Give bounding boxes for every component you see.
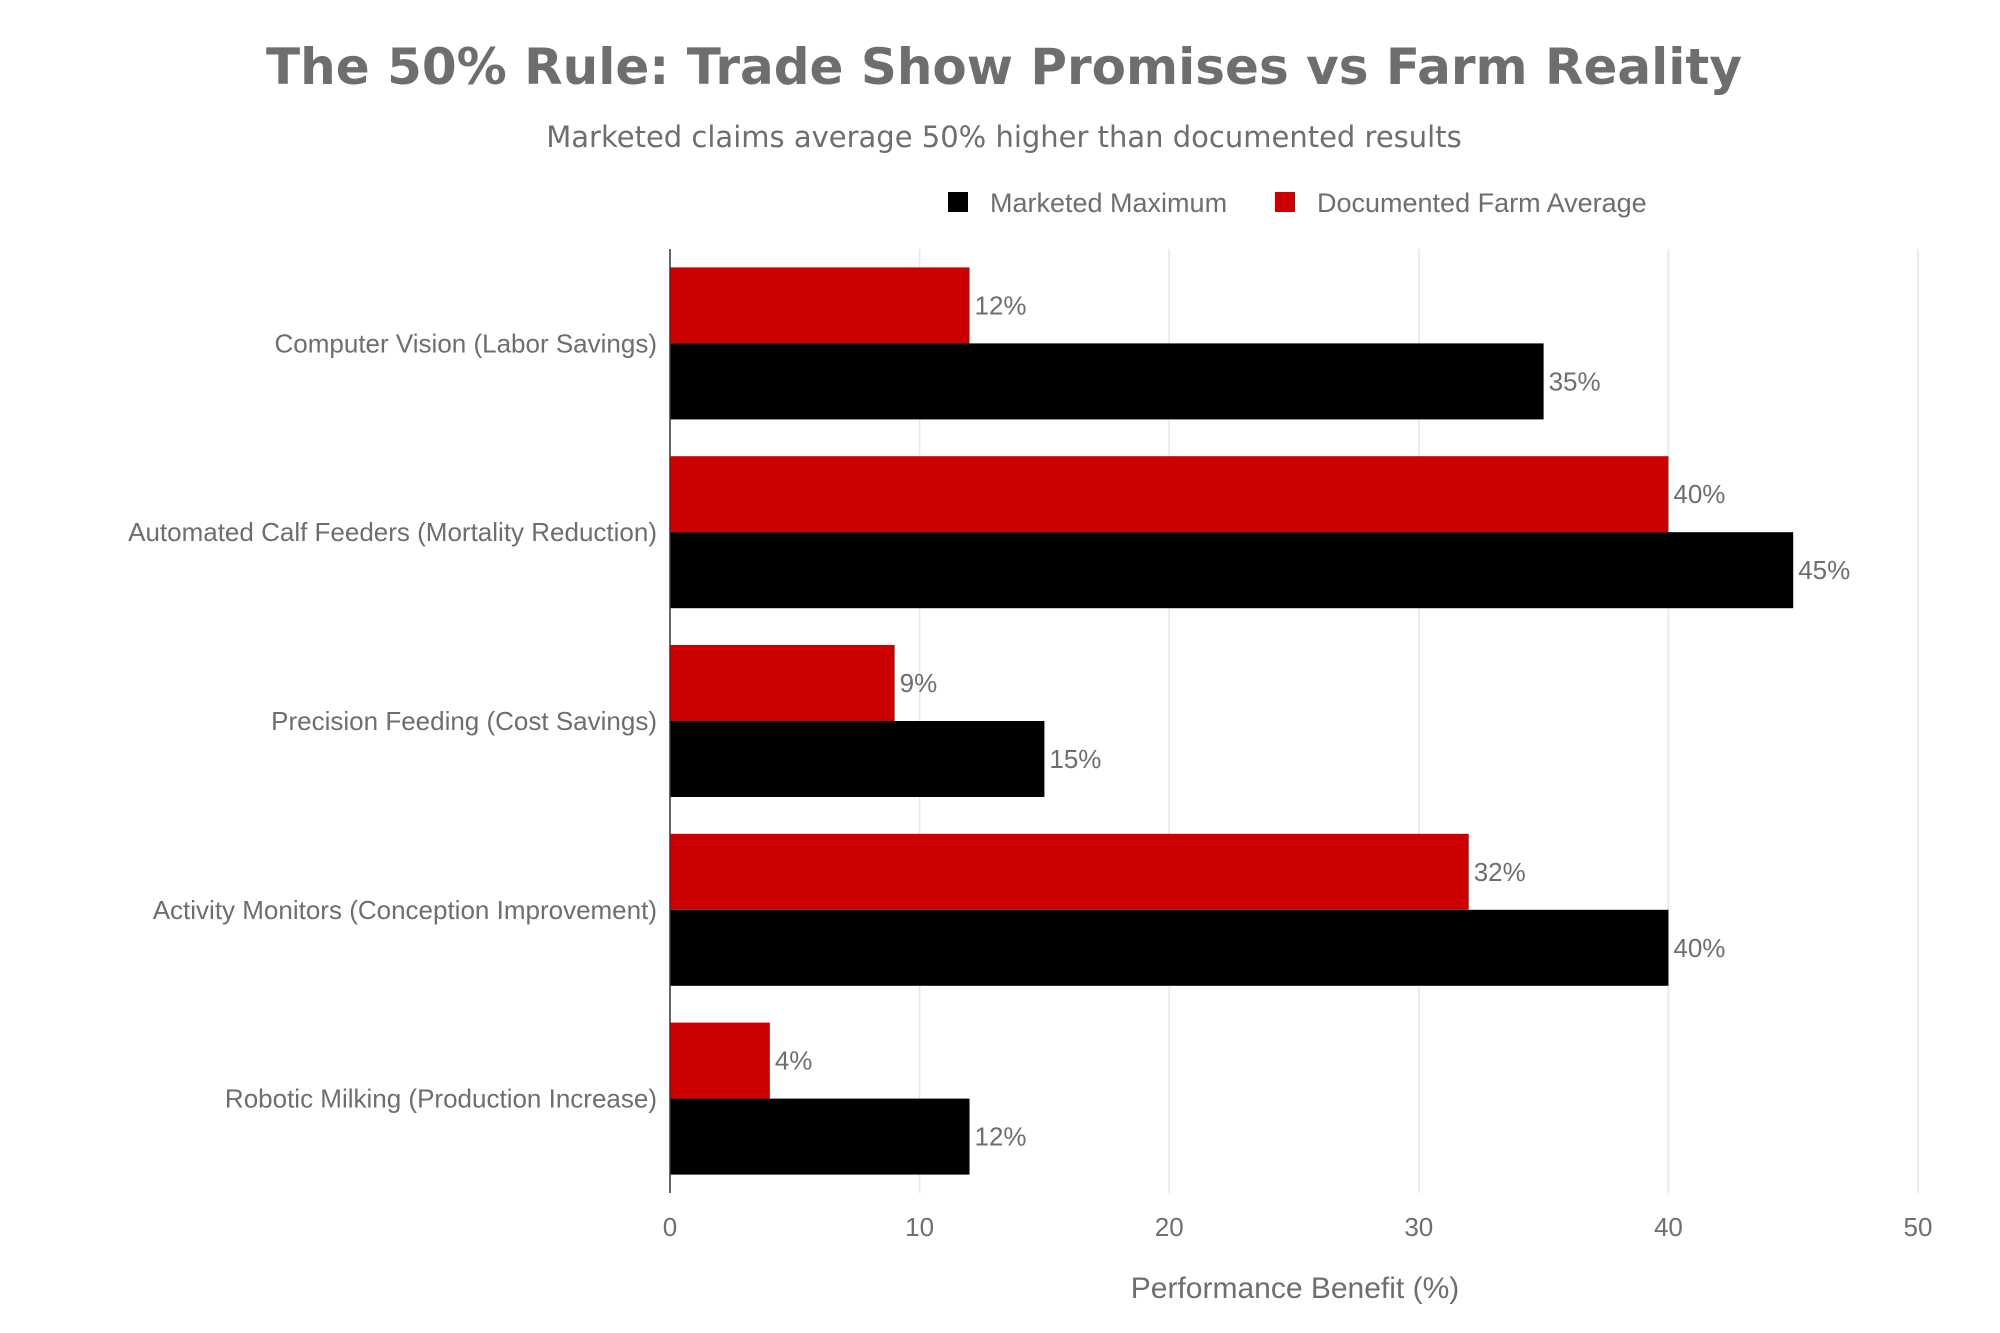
data-label-marketed: 15% [1049,744,1101,774]
data-label-documented: 12% [975,290,1027,320]
x-tick-label: 40 [1654,1212,1683,1242]
category-labels: Computer Vision (Labor Savings) Automated… [128,328,657,1113]
data-label-documented: 40% [1673,479,1725,509]
x-axis-title: Performance Benefit (%) [1131,1272,1459,1305]
chart-subtitle: Marketed claims average 50% higher than … [546,120,1461,154]
x-tick-label: 10 [905,1212,934,1242]
bar-marketed [670,909,1669,986]
x-axis-ticks: 0 10 20 30 40 50 [663,1212,1933,1242]
x-tick-label: 50 [1904,1212,1933,1242]
bar-documented [670,456,1669,533]
legend-label: Marketed Maximum [990,188,1227,218]
data-label-documented: 9% [900,668,938,698]
data-label-marketed: 12% [975,1122,1027,1152]
bars: 12% 35% 40% 45% 9% 15% 32% 40% 4% 12% [670,267,1850,1175]
legend-swatch [948,192,968,212]
bar-documented [670,267,970,344]
bar-documented [670,645,895,721]
category-label: Computer Vision (Labor Savings) [275,328,657,358]
category-label: Automated Calf Feeders (Mortality Reduct… [128,517,657,547]
bar-documented [670,1022,770,1099]
category-label: Precision Feeding (Cost Savings) [271,706,657,736]
data-label-documented: 4% [775,1046,813,1076]
x-tick-label: 20 [1155,1212,1184,1242]
data-label-marketed: 40% [1673,933,1725,963]
data-label-documented: 32% [1474,857,1526,887]
bar-marketed [670,532,1794,609]
bar-marketed [670,721,1045,797]
x-tick-label: 30 [1404,1212,1433,1242]
data-label-marketed: 45% [1798,555,1850,585]
bar-marketed [670,343,1544,420]
chart-title: The 50% Rule: Trade Show Promises vs Far… [266,38,1742,96]
category-label: Robotic Milking (Production Increase) [225,1084,657,1114]
data-label-marketed: 35% [1549,366,1601,396]
legend-swatch [1275,192,1295,212]
bar-documented [670,833,1469,910]
legend-label: Documented Farm Average [1317,188,1647,218]
legend: Marketed Maximum Documented Farm Average [948,188,1647,218]
bar-marketed [670,1098,970,1175]
x-tick-label: 0 [663,1212,677,1242]
category-label: Activity Monitors (Conception Improvemen… [153,895,657,925]
